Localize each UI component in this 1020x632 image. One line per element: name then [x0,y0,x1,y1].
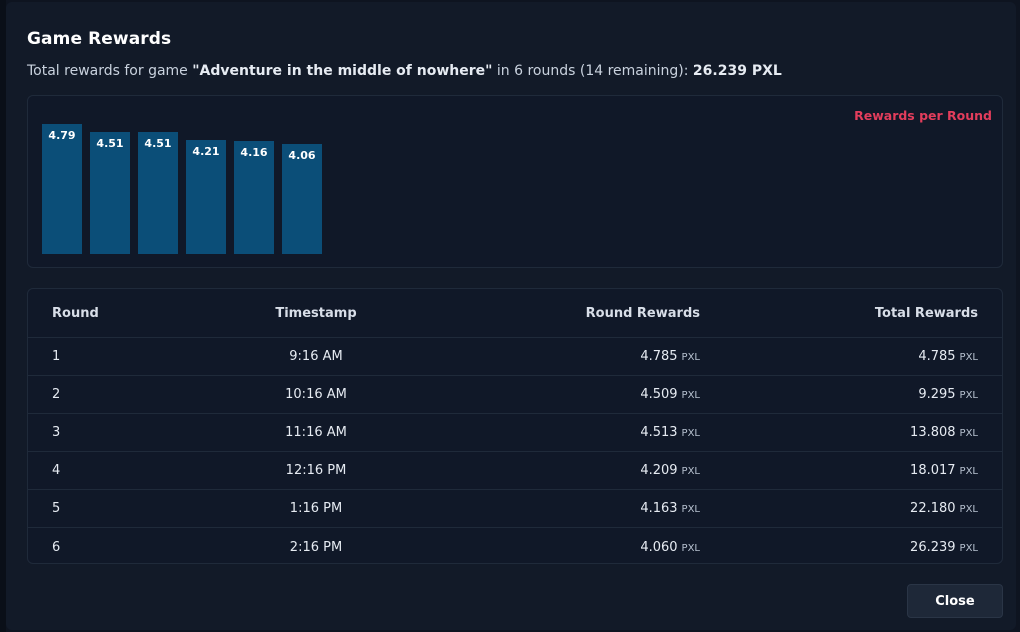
cell-timestamp: 12:16 PM [285,463,347,478]
bar-value-label: 4.79 [48,129,76,142]
subtitle-middle: in 6 rounds (14 remaining): [492,63,693,79]
table-row: 3 11:16 AM 4.513 PXL 13.808 PXL [28,414,1002,452]
cell-total-rewards: 13.808 PXL [910,414,978,451]
total-rewards-value: 4.785 [918,349,956,364]
cell-round: 5 [52,501,61,516]
bar-value-label: 4.21 [192,145,220,158]
cell-timestamp: 10:16 AM [285,387,347,402]
chart-bar: 4.51 [138,132,178,254]
chart-bar: 4.06 [282,144,322,254]
unit-label: PXL [959,542,978,554]
total-rewards-value: 18.017 [910,463,956,478]
header-round-rewards: Round Rewards [585,305,700,321]
unit-label: PXL [681,352,700,363]
bar-value-label: 4.51 [96,137,124,150]
cell-round-rewards: 4.513 PXL [640,414,700,451]
table-row: 4 12:16 PM 4.209 PXL 18.017 PXL [28,452,1002,490]
rewards-chart: Rewards per Round 4.79 4.51 4.51 4.21 4.16 4.… [27,95,1003,268]
dialog-title: Game Rewards [27,29,172,49]
table-header-row: Round Timestamp Round Rewards Total Rewa… [28,289,1002,338]
total-rewards-value: 9.295 [918,387,956,402]
cell-round: 4 [52,463,61,478]
chart-bar: 4.51 [90,132,130,254]
cell-round: 1 [52,349,61,364]
cell-round-rewards: 4.509 PXL [640,376,700,413]
round-rewards-value: 4.785 [640,349,678,364]
table-row: 2 10:16 AM 4.509 PXL 9.295 PXL [28,376,1002,414]
unit-label: PXL [959,466,978,477]
table-row: 1 9:16 AM 4.785 PXL 4.785 PXL [28,338,1002,376]
cell-total-rewards: 4.785 PXL [918,338,978,375]
chart-bar: 4.79 [42,124,82,254]
round-rewards-value: 4.209 [640,463,678,478]
chart-bar: 4.21 [186,140,226,254]
chart-legend: Rewards per Round [854,108,992,123]
unit-label: PXL [959,390,978,401]
table-row: 5 1:16 PM 4.163 PXL 22.180 PXL [28,490,1002,528]
unit-label: PXL [681,542,700,554]
unit-label: PXL [681,504,700,515]
cell-round: 6 [52,539,61,555]
chart-bar: 4.16 [234,141,274,254]
cell-timestamp: 11:16 AM [285,425,347,440]
total-rewards-value: 26.239 PXL [692,63,782,79]
unit-label: PXL [681,466,700,477]
total-rewards-value: 26.239 [910,539,956,555]
header-total-rewards: Total Rewards [874,305,978,321]
unit-label: PXL [681,390,700,401]
chart-bars: 4.79 4.51 4.51 4.21 4.16 4.06 [42,96,442,254]
bar-value-label: 4.16 [240,146,268,159]
game-name: "Adventure in the middle of nowhere" [192,63,493,79]
unit-label: PXL [681,428,700,439]
rewards-table: Round Timestamp Round Rewards Total Rewa… [27,288,1003,564]
round-rewards-value: 4.060 [640,539,678,555]
cell-timestamp: 1:16 PM [289,501,343,516]
unit-label: PXL [959,428,978,439]
cell-total-rewards: 18.017 PXL [910,452,978,489]
dialog-subtitle: Total rewards for game "Adventure in the… [27,63,782,79]
cell-timestamp: 2:16 PM [289,539,343,555]
subtitle-prefix: Total rewards for game [27,63,193,79]
total-rewards-value: 13.808 [910,425,956,440]
unit-label: PXL [959,352,978,363]
header-round: Round [52,305,99,321]
cell-timestamp: 9:16 AM [289,349,343,364]
round-rewards-value: 4.513 [640,425,678,440]
round-rewards-value: 4.163 [640,501,678,516]
bar-value-label: 4.06 [288,149,316,162]
bar-value-label: 4.51 [144,137,172,150]
round-rewards-value: 4.509 [640,387,678,402]
unit-label: PXL [959,504,978,515]
cell-round: 3 [52,425,61,440]
cell-round-rewards: 4.785 PXL [640,338,700,375]
table-row: 6 2:16 PM 4.060 PXL 26.239 PXL [28,528,1002,563]
game-rewards-dialog: Game Rewards Total rewards for game "Adv… [6,2,1016,630]
cell-round-rewards: 4.163 PXL [640,490,700,527]
backdrop [0,0,6,632]
cell-total-rewards: 26.239 PXL [910,528,978,563]
close-button[interactable]: Close [907,584,1003,618]
cell-total-rewards: 22.180 PXL [910,490,978,527]
total-rewards-value: 22.180 [910,501,956,516]
cell-round: 2 [52,387,61,402]
header-timestamp: Timestamp [275,305,357,321]
cell-round-rewards: 4.209 PXL [640,452,700,489]
cell-round-rewards: 4.060 PXL [640,528,700,563]
cell-total-rewards: 9.295 PXL [918,376,978,413]
